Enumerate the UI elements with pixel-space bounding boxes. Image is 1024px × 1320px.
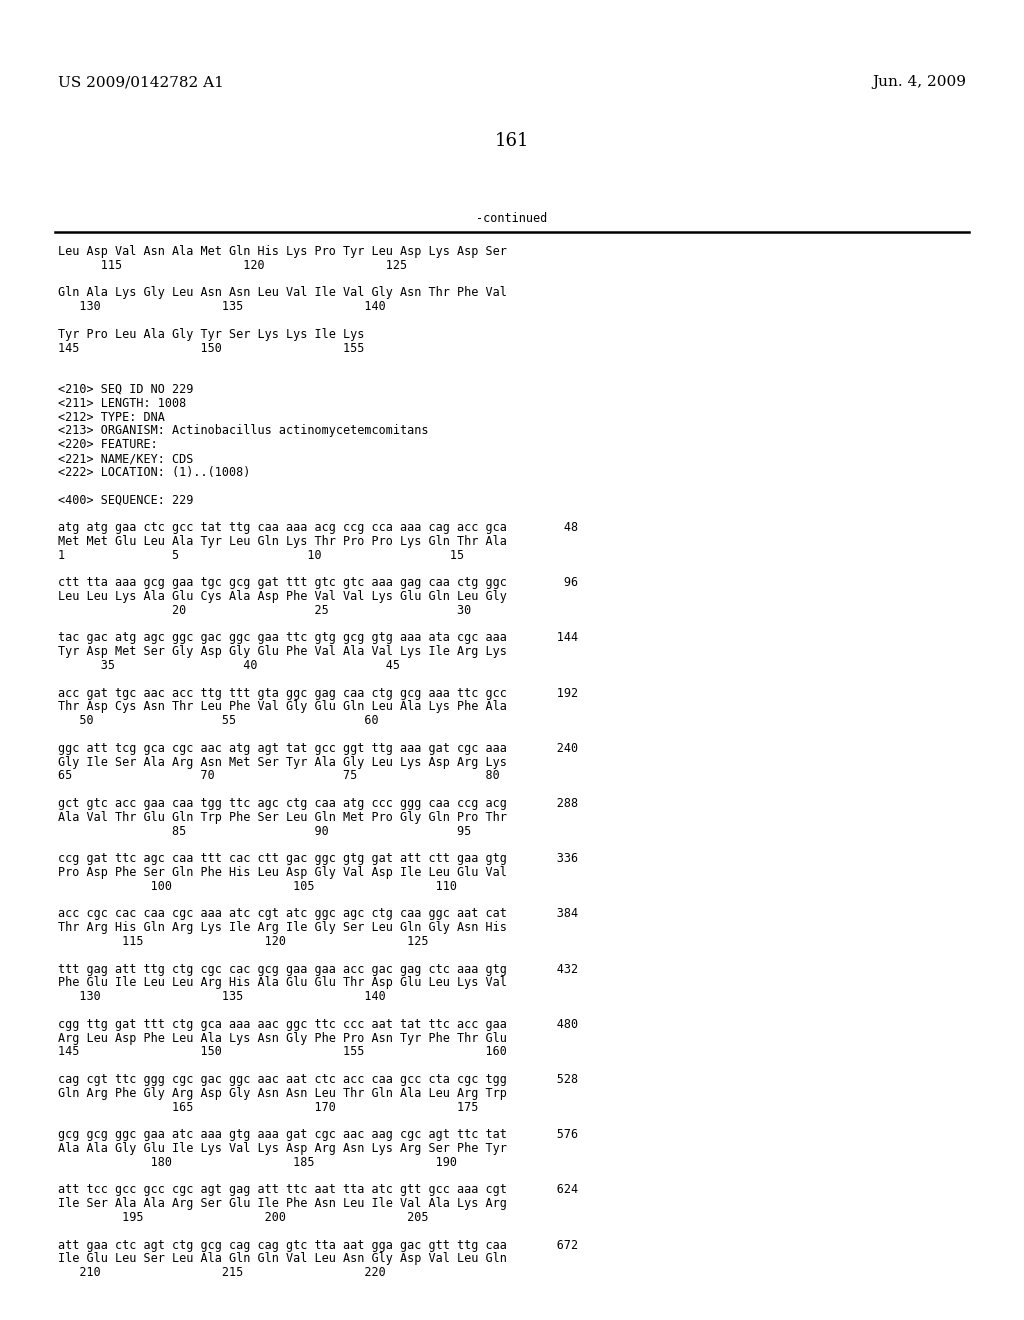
- Text: 1               5                  10                  15: 1 5 10 15: [58, 549, 464, 561]
- Text: 130                 135                 140: 130 135 140: [58, 300, 386, 313]
- Text: 65                  70                  75                  80: 65 70 75 80: [58, 770, 500, 783]
- Text: ggc att tcg gca cgc aac atg agt tat gcc ggt ttg aaa gat cgc aaa       240: ggc att tcg gca cgc aac atg agt tat gcc …: [58, 742, 579, 755]
- Text: Pro Asp Phe Ser Gln Phe His Leu Asp Gly Val Asp Ile Leu Glu Val: Pro Asp Phe Ser Gln Phe His Leu Asp Gly …: [58, 866, 507, 879]
- Text: Leu Asp Val Asn Ala Met Gln His Lys Pro Tyr Leu Asp Lys Asp Ser: Leu Asp Val Asn Ala Met Gln His Lys Pro …: [58, 246, 507, 257]
- Text: gcg gcg ggc gaa atc aaa gtg aaa gat cgc aac aag cgc agt ttc tat       576: gcg gcg ggc gaa atc aaa gtg aaa gat cgc …: [58, 1129, 579, 1142]
- Text: 50                  55                  60: 50 55 60: [58, 714, 379, 727]
- Text: Thr Arg His Gln Arg Lys Ile Arg Ile Gly Ser Leu Gln Gly Asn His: Thr Arg His Gln Arg Lys Ile Arg Ile Gly …: [58, 921, 507, 935]
- Text: 130                 135                 140: 130 135 140: [58, 990, 386, 1003]
- Text: <221> NAME/KEY: CDS: <221> NAME/KEY: CDS: [58, 451, 194, 465]
- Text: Gln Ala Lys Gly Leu Asn Asn Leu Val Ile Val Gly Asn Thr Phe Val: Gln Ala Lys Gly Leu Asn Asn Leu Val Ile …: [58, 286, 507, 300]
- Text: Jun. 4, 2009: Jun. 4, 2009: [872, 75, 966, 88]
- Text: 115                 120                 125: 115 120 125: [58, 935, 428, 948]
- Text: 85                  90                  95: 85 90 95: [58, 825, 471, 838]
- Text: 161: 161: [495, 132, 529, 150]
- Text: <212> TYPE: DNA: <212> TYPE: DNA: [58, 411, 165, 424]
- Text: ttt gag att ttg ctg cgc cac gcg gaa gaa acc gac gag ctc aaa gtg       432: ttt gag att ttg ctg cgc cac gcg gaa gaa …: [58, 962, 579, 975]
- Text: US 2009/0142782 A1: US 2009/0142782 A1: [58, 75, 224, 88]
- Text: <222> LOCATION: (1)..(1008): <222> LOCATION: (1)..(1008): [58, 466, 251, 479]
- Text: Tyr Pro Leu Ala Gly Tyr Ser Lys Lys Ile Lys: Tyr Pro Leu Ala Gly Tyr Ser Lys Lys Ile …: [58, 327, 365, 341]
- Text: Gly Ile Ser Ala Arg Asn Met Ser Tyr Ala Gly Leu Lys Asp Arg Lys: Gly Ile Ser Ala Arg Asn Met Ser Tyr Ala …: [58, 755, 507, 768]
- Text: atg atg gaa ctc gcc tat ttg caa aaa acg ccg cca aaa cag acc gca        48: atg atg gaa ctc gcc tat ttg caa aaa acg …: [58, 521, 579, 535]
- Text: ctt tta aaa gcg gaa tgc gcg gat ttt gtc gtc aaa gag caa ctg ggc        96: ctt tta aaa gcg gaa tgc gcg gat ttt gtc …: [58, 577, 579, 589]
- Text: 100                 105                 110: 100 105 110: [58, 880, 457, 892]
- Text: <210> SEQ ID NO 229: <210> SEQ ID NO 229: [58, 383, 194, 396]
- Text: 115                 120                 125: 115 120 125: [58, 259, 408, 272]
- Text: Ala Ala Gly Glu Ile Lys Val Lys Asp Arg Asn Lys Arg Ser Phe Tyr: Ala Ala Gly Glu Ile Lys Val Lys Asp Arg …: [58, 1142, 507, 1155]
- Text: 35                  40                  45: 35 40 45: [58, 659, 400, 672]
- Text: att gaa ctc agt ctg gcg cag cag gtc tta aat gga gac gtt ttg caa       672: att gaa ctc agt ctg gcg cag cag gtc tta …: [58, 1238, 579, 1251]
- Text: 210                 215                 220: 210 215 220: [58, 1266, 386, 1279]
- Text: 145                 150                 155                 160: 145 150 155 160: [58, 1045, 507, 1059]
- Text: <211> LENGTH: 1008: <211> LENGTH: 1008: [58, 397, 186, 409]
- Text: Phe Glu Ile Leu Leu Arg His Ala Glu Glu Thr Asp Glu Leu Lys Val: Phe Glu Ile Leu Leu Arg His Ala Glu Glu …: [58, 977, 507, 990]
- Text: acc gat tgc aac acc ttg ttt gta ggc gag caa ctg gcg aaa ttc gcc       192: acc gat tgc aac acc ttg ttt gta ggc gag …: [58, 686, 579, 700]
- Text: <213> ORGANISM: Actinobacillus actinomycetemcomitans: <213> ORGANISM: Actinobacillus actinomyc…: [58, 425, 428, 437]
- Text: 165                 170                 175: 165 170 175: [58, 1101, 478, 1114]
- Text: Thr Asp Cys Asn Thr Leu Phe Val Gly Glu Gln Leu Ala Lys Phe Ala: Thr Asp Cys Asn Thr Leu Phe Val Gly Glu …: [58, 701, 507, 713]
- Text: 195                 200                 205: 195 200 205: [58, 1210, 428, 1224]
- Text: Leu Leu Lys Ala Glu Cys Ala Asp Phe Val Val Lys Glu Gln Leu Gly: Leu Leu Lys Ala Glu Cys Ala Asp Phe Val …: [58, 590, 507, 603]
- Text: Gln Arg Phe Gly Arg Asp Gly Asn Asn Leu Thr Gln Ala Leu Arg Trp: Gln Arg Phe Gly Arg Asp Gly Asn Asn Leu …: [58, 1086, 507, 1100]
- Text: Ala Val Thr Glu Gln Trp Phe Ser Leu Gln Met Pro Gly Gln Pro Thr: Ala Val Thr Glu Gln Trp Phe Ser Leu Gln …: [58, 810, 507, 824]
- Text: <220> FEATURE:: <220> FEATURE:: [58, 438, 158, 451]
- Text: cag cgt ttc ggg cgc gac ggc aac aat ctc acc caa gcc cta cgc tgg       528: cag cgt ttc ggg cgc gac ggc aac aat ctc …: [58, 1073, 579, 1086]
- Text: Arg Leu Asp Phe Leu Ala Lys Asn Gly Phe Pro Asn Tyr Phe Thr Glu: Arg Leu Asp Phe Leu Ala Lys Asn Gly Phe …: [58, 1032, 507, 1044]
- Text: ccg gat ttc agc caa ttt cac ctt gac ggc gtg gat att ctt gaa gtg       336: ccg gat ttc agc caa ttt cac ctt gac ggc …: [58, 853, 579, 865]
- Text: Ile Glu Leu Ser Leu Ala Gln Gln Val Leu Asn Gly Asp Val Leu Gln: Ile Glu Leu Ser Leu Ala Gln Gln Val Leu …: [58, 1253, 507, 1266]
- Text: Met Met Glu Leu Ala Tyr Leu Gln Lys Thr Pro Pro Lys Gln Thr Ala: Met Met Glu Leu Ala Tyr Leu Gln Lys Thr …: [58, 535, 507, 548]
- Text: acc cgc cac caa cgc aaa atc cgt atc ggc agc ctg caa ggc aat cat       384: acc cgc cac caa cgc aaa atc cgt atc ggc …: [58, 907, 579, 920]
- Text: -continued: -continued: [476, 213, 548, 224]
- Text: 145                 150                 155: 145 150 155: [58, 342, 365, 355]
- Text: 180                 185                 190: 180 185 190: [58, 1156, 457, 1168]
- Text: cgg ttg gat ttt ctg gca aaa aac ggc ttc ccc aat tat ttc acc gaa       480: cgg ttg gat ttt ctg gca aaa aac ggc ttc …: [58, 1018, 579, 1031]
- Text: 20                  25                  30: 20 25 30: [58, 603, 471, 616]
- Text: att tcc gcc gcc cgc agt gag att ttc aat tta atc gtt gcc aaa cgt       624: att tcc gcc gcc cgc agt gag att ttc aat …: [58, 1184, 579, 1196]
- Text: Tyr Asp Met Ser Gly Asp Gly Glu Phe Val Ala Val Lys Ile Arg Lys: Tyr Asp Met Ser Gly Asp Gly Glu Phe Val …: [58, 645, 507, 659]
- Text: <400> SEQUENCE: 229: <400> SEQUENCE: 229: [58, 494, 194, 507]
- Text: tac gac atg agc ggc gac ggc gaa ttc gtg gcg gtg aaa ata cgc aaa       144: tac gac atg agc ggc gac ggc gaa ttc gtg …: [58, 631, 579, 644]
- Text: gct gtc acc gaa caa tgg ttc agc ctg caa atg ccc ggg caa ccg acg       288: gct gtc acc gaa caa tgg ttc agc ctg caa …: [58, 797, 579, 810]
- Text: Ile Ser Ala Ala Arg Ser Glu Ile Phe Asn Leu Ile Val Ala Lys Arg: Ile Ser Ala Ala Arg Ser Glu Ile Phe Asn …: [58, 1197, 507, 1210]
